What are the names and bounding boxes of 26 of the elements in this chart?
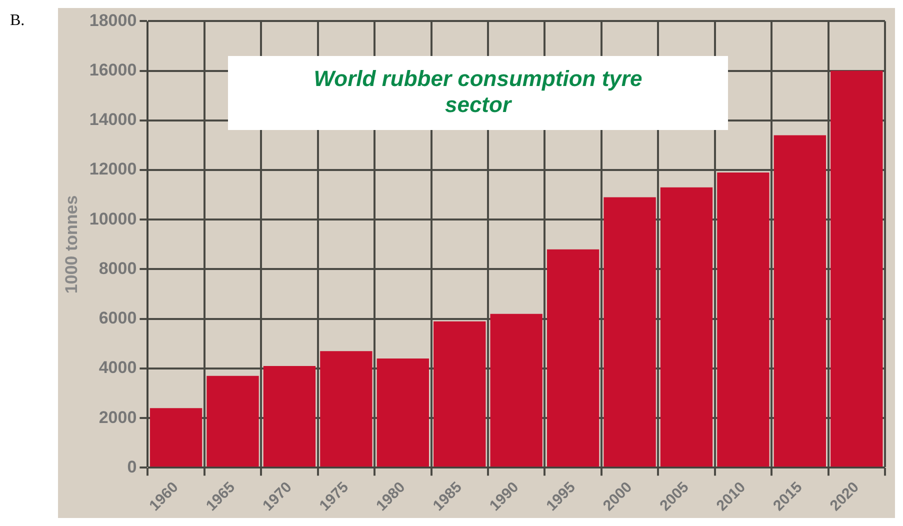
bar bbox=[434, 321, 486, 467]
y-tick-label: 2000 bbox=[98, 408, 137, 427]
y-tick-label: 14000 bbox=[89, 110, 137, 130]
text: B. bbox=[10, 12, 25, 30]
y-tick-label: 6000 bbox=[98, 308, 137, 328]
bar bbox=[150, 408, 202, 467]
bar bbox=[206, 376, 259, 467]
bar bbox=[660, 187, 713, 467]
bar bbox=[774, 135, 826, 467]
y-tick-label: 18000 bbox=[89, 10, 137, 30]
bar bbox=[546, 249, 600, 467]
bar bbox=[717, 172, 770, 467]
bar bbox=[604, 197, 656, 467]
y-tick-label: 12000 bbox=[89, 160, 137, 179]
y-tick-label: 0 bbox=[127, 457, 137, 476]
text: World rubber consumption tyre sector bbox=[312, 66, 644, 118]
y-tick-label: 8000 bbox=[98, 258, 137, 278]
bar bbox=[376, 358, 429, 467]
y-axis-title: 1000 tonnes bbox=[62, 195, 81, 294]
bar bbox=[263, 366, 316, 467]
y-tick-label: 4000 bbox=[98, 358, 137, 378]
bar bbox=[830, 70, 883, 467]
bar bbox=[490, 314, 542, 467]
y-tick-label: 10000 bbox=[89, 209, 137, 228]
y-tick-label: 16000 bbox=[89, 60, 137, 80]
bar bbox=[320, 351, 372, 467]
